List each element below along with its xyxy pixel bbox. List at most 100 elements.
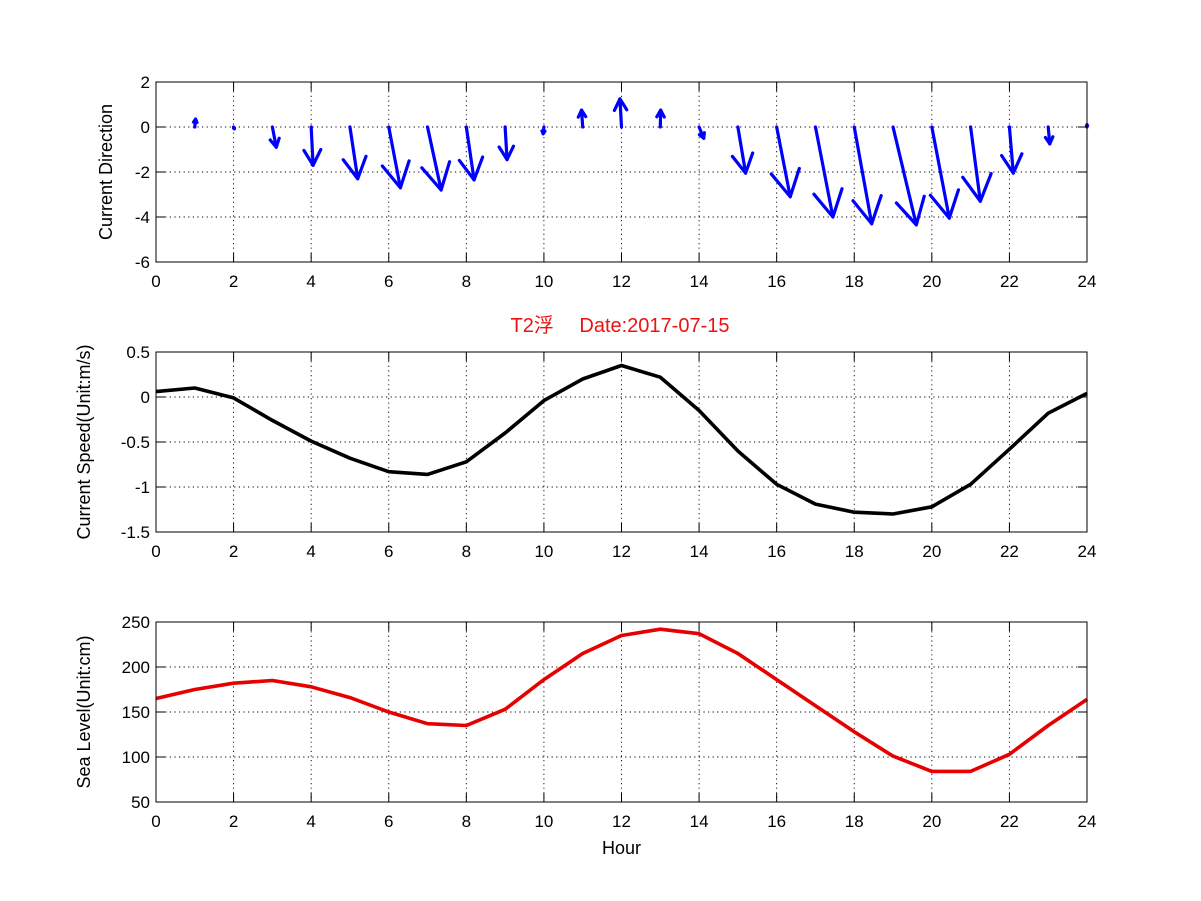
direction-arrow-head [540,129,547,136]
x-tick-label: 14 [690,542,709,561]
x-tick-label: 20 [922,272,941,291]
sea-level-series-line [155,627,1089,774]
figure-title: T2浮 Date:2017-07-15 [510,314,729,337]
y-tick-label: 0 [141,118,150,137]
direction-arrow [851,125,883,226]
direction-arrow-head [894,194,926,227]
x-axis-label: Hour [602,838,641,858]
x-tick-label: 22 [1000,542,1019,561]
x-tick-label: 6 [384,272,393,291]
x-tick-label: 22 [1000,272,1019,291]
x-tick-label: 8 [462,812,471,831]
direction-arrow-shaft [813,125,835,219]
current-speed-series-line [155,363,1088,516]
direction-arrow [769,125,801,199]
direction-arrow-shaft [348,125,360,181]
direction-arrow [420,125,452,192]
x-tick-label: 20 [922,542,941,561]
direction-arrow-head [341,154,368,181]
direction-arrow-head [302,147,323,167]
direction-arrow [302,125,323,167]
direction-arrow-shaft [464,125,476,182]
direction-arrow-shaft [930,125,951,220]
direction-arrow [380,125,411,190]
direction-arrow [999,125,1024,175]
x-tick-label: 4 [306,272,315,291]
x-tick-label: 12 [612,812,631,831]
direction-arrow-shaft [1007,125,1015,175]
x-tick-label: 4 [306,812,315,831]
y-tick-label: 100 [122,748,150,767]
x-tick-label: 10 [534,272,553,291]
direction-arrow-head [457,155,485,182]
x-tick-label: 6 [384,542,393,561]
direction-arrow [612,97,629,129]
direction-arrow-head [191,117,199,125]
x-tick-label: 6 [384,812,393,831]
x-tick-label: 24 [1078,272,1097,291]
direction-arrow-head [497,144,516,162]
x-tick-label: 10 [534,812,553,831]
x-tick-label: 24 [1078,812,1097,831]
x-tick-label: 8 [462,542,471,561]
x-tick-label: 18 [845,812,864,831]
direction-arrow [576,108,588,129]
x-tick-label: 0 [151,542,160,561]
direction-arrow-head [769,166,801,199]
direction-arrow [697,125,706,140]
direction-arrow [655,108,666,129]
direction-arrow [961,125,993,203]
direction-arrow-head [851,194,883,226]
x-tick-label: 14 [690,812,709,831]
direction-arrow [540,125,547,136]
direction-arrow-head [268,136,281,149]
y-tick-label: 0 [141,388,150,407]
y-tick-label: 0.5 [126,343,150,362]
direction-arrow [191,117,199,129]
x-tick-label: 18 [845,542,864,561]
y-tick-label: 200 [122,658,150,677]
direction-arrow [231,125,237,131]
direction-arrow-head [812,187,844,219]
x-tick-label: 16 [767,812,786,831]
direction-arrow [497,125,516,162]
x-tick-label: 18 [845,272,864,291]
direction-arrow-head [697,131,706,140]
y-tick-label: -2 [135,163,150,182]
direction-arrow-shaft [891,125,918,227]
x-tick-label: 8 [462,272,471,291]
sea-level-y-axis-label: Sea Level(Unit:cm) [74,635,94,788]
direction-arrow-shaft [969,125,982,203]
direction-arrow [891,125,926,227]
y-tick-label: 50 [131,793,150,812]
direction-arrow-shaft [270,125,278,149]
x-tick-label: 14 [690,272,709,291]
direction-arrow-shaft [736,125,748,175]
y-tick-label: -0.5 [121,433,150,452]
x-tick-label: 22 [1000,812,1019,831]
x-tick-label: 10 [534,542,553,561]
direction-arrow-head [232,126,237,131]
y-tick-label: 2 [141,73,150,92]
direction-arrow [928,125,961,220]
direction-arrow-head [576,108,588,119]
direction-arrow-head [612,97,629,113]
direction-arrow-shaft [387,125,402,190]
direction-arrow-shaft [618,97,624,129]
direction-arrow-shaft [775,125,792,199]
y-tick-label: -1.5 [121,523,150,542]
direction-arrow [812,125,844,219]
direction-arrow [268,125,281,149]
x-tick-label: 12 [612,542,631,561]
y-tick-label: -1 [135,478,150,497]
direction-arrow-head [420,160,452,192]
direction-arrow [457,125,485,182]
y-tick-label: -6 [135,253,150,272]
direction-arrow-head [655,108,666,119]
direction-arrow-shaft [503,125,509,162]
direction-arrow-shaft [309,125,315,167]
y-tick-label: 250 [122,613,150,632]
